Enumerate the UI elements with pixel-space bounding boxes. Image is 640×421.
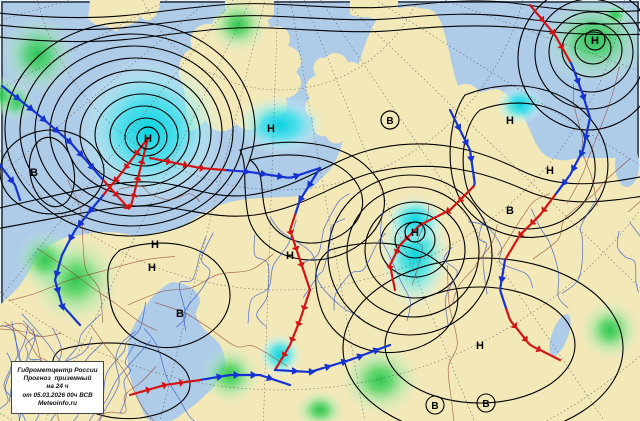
svg-text:В: В <box>386 116 393 127</box>
svg-text:Н: Н <box>148 262 156 274</box>
svg-text:Н: Н <box>267 123 275 135</box>
svg-text:Н: Н <box>286 250 294 262</box>
svg-text:В: В <box>176 308 184 320</box>
svg-text:Н: Н <box>506 115 514 127</box>
svg-text:Н: Н <box>476 340 484 352</box>
svg-text:Н: Н <box>151 239 159 251</box>
svg-text:В: В <box>431 401 438 412</box>
svg-text:В: В <box>506 205 514 217</box>
svg-text:В: В <box>482 399 489 410</box>
svg-text:В: В <box>30 167 38 179</box>
svg-text:Н: Н <box>144 133 152 145</box>
svg-text:Н: Н <box>591 35 599 47</box>
svg-text:Н: Н <box>546 165 554 177</box>
svg-text:Н: Н <box>411 227 419 239</box>
